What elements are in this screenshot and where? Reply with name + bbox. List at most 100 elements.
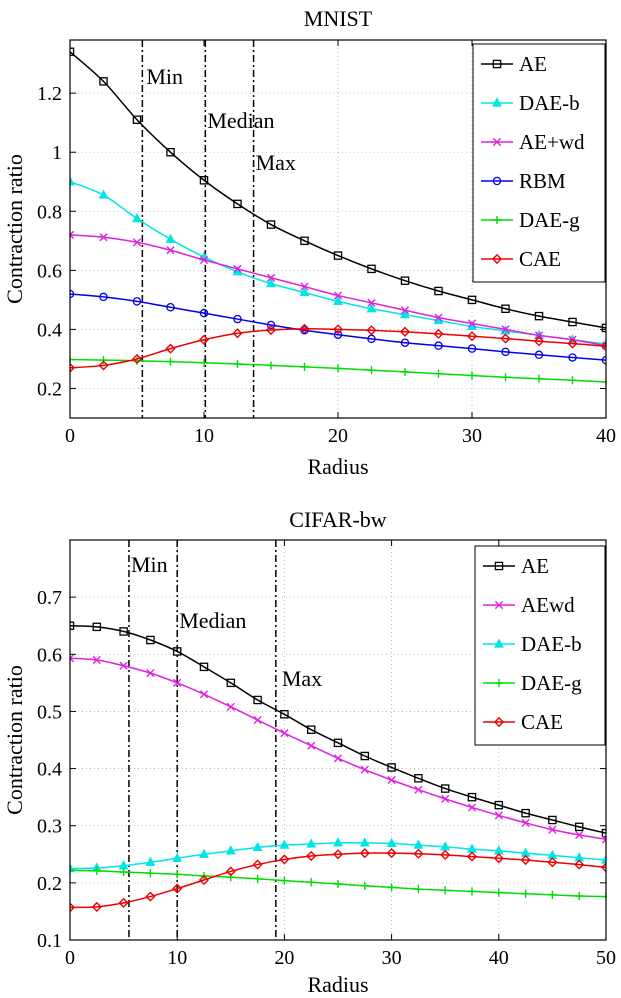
data-point-aewd — [173, 678, 182, 687]
legend-marker-rbm — [492, 176, 502, 186]
data-point-dae-b — [359, 837, 370, 847]
data-point-ae — [99, 77, 108, 86]
data-point-dae-b — [172, 852, 183, 862]
legend-marker-ae-wd — [492, 137, 502, 147]
data-point-cae — [520, 854, 531, 866]
data-point-cae — [567, 338, 578, 349]
data-point-dae-b — [199, 848, 209, 858]
chart-title: CIFAR-bw — [289, 507, 386, 532]
legend-label-rbm: RBM — [519, 169, 566, 193]
data-point-dae-g — [467, 371, 477, 380]
data-point-dae-g — [226, 873, 235, 882]
y-tick-label: 0.8 — [37, 201, 62, 223]
legend-marker-dae-b — [494, 638, 504, 648]
x-tick-label: 40 — [489, 947, 509, 969]
y-tick-label: 0.2 — [37, 873, 62, 895]
data-point-dae-g — [333, 364, 343, 373]
legend-marker-dae-b — [492, 97, 502, 107]
data-point-cae — [145, 891, 156, 902]
data-point-cae — [131, 353, 143, 365]
y-tick-label: 0.4 — [37, 759, 62, 781]
data-point-dae-g — [280, 876, 289, 885]
series-line-rbm — [70, 293, 606, 361]
data-point-dae-g — [387, 883, 396, 892]
legend: AE AEwd DAE-b DAE-g CAE — [474, 545, 606, 746]
data-point-dae-g — [166, 357, 175, 366]
legend-label-dae-b: DAE-b — [521, 632, 582, 656]
data-point-dae-b — [386, 837, 397, 848]
data-point-rbm — [333, 330, 343, 339]
legend: AE DAE-b AE+wd RBM DAE-g CAE — [472, 43, 606, 283]
data-point-ae-wd — [99, 233, 108, 242]
x-tick-label: 30 — [382, 947, 402, 969]
y-tick-label: 0.5 — [37, 701, 62, 723]
data-point-dae-g — [99, 356, 108, 365]
data-point-dae-g — [70, 866, 75, 875]
data-point-rbm — [601, 355, 606, 365]
data-point-cae — [91, 901, 102, 912]
data-point-cae — [252, 859, 263, 870]
data-point-ae — [300, 236, 309, 246]
data-point-dae-b — [299, 286, 310, 297]
data-point-rbm — [132, 297, 142, 306]
data-point-rbm — [233, 314, 242, 324]
data-point-ae — [92, 622, 102, 632]
data-point-cae — [466, 851, 478, 862]
data-point-ae — [467, 792, 477, 802]
data-point-dae-g — [233, 359, 242, 369]
data-point-ae — [521, 808, 530, 818]
data-point-cae — [493, 853, 504, 864]
legend-label-dae-g: DAE-g — [519, 208, 580, 232]
data-point-ae — [360, 751, 370, 761]
data-point-ae-wd — [333, 291, 343, 300]
legend-marker-ae — [494, 561, 504, 571]
data-point-dae-g — [146, 869, 155, 878]
data-point-ae — [434, 286, 443, 296]
y-tick-label: 0.3 — [37, 816, 62, 838]
data-point-cae — [118, 897, 129, 908]
plot-frame — [69, 539, 607, 941]
data-point-aewd — [575, 830, 584, 839]
series-line-ae — [70, 624, 606, 834]
y-axis-label: Contraction ratio — [2, 665, 27, 815]
data-point-aewd — [333, 754, 343, 763]
y-tick-label: 0.6 — [37, 644, 62, 666]
data-point-cae — [440, 849, 451, 860]
data-point-rbm — [434, 341, 443, 350]
vline-label-min: Min — [131, 552, 168, 577]
data-point-ae — [601, 323, 606, 333]
x-tick-label: 10 — [167, 947, 187, 969]
data-point-dae-g — [501, 373, 510, 382]
x-axis-label: Radius — [307, 972, 368, 997]
data-point-dae-b — [333, 295, 343, 305]
reference-lines: Min Median Max — [128, 540, 322, 940]
data-point-ae-wd — [534, 331, 544, 340]
legend-label-dae-g: DAE-g — [521, 671, 582, 695]
data-point-cae — [600, 862, 606, 873]
data-point-ae-wd — [166, 246, 175, 255]
data-point-rbm — [99, 292, 108, 302]
chart-title: MNIST — [304, 6, 373, 31]
data-point-cae — [332, 324, 344, 335]
data-point-dae-g — [575, 891, 584, 901]
data-point-rbm — [534, 350, 544, 360]
legend-marker-cae — [491, 253, 503, 265]
data-point-ae — [414, 774, 423, 783]
ticks: 0 10 20 30 40 0.2 0.4 0.6 0.8 1 1.2 — [37, 40, 616, 447]
y-axis-label: Contraction ratio — [2, 154, 27, 304]
data-point-cae — [279, 854, 290, 865]
legend-marker-cae — [493, 716, 505, 728]
data-point-cae — [306, 850, 317, 862]
legend-label-cae: CAE — [521, 710, 563, 734]
data-point-dae-b — [70, 176, 75, 186]
data-point-aewd — [253, 715, 262, 725]
data-point-ae — [166, 147, 175, 157]
data-point-aewd — [521, 818, 530, 827]
data-point-dae-b — [252, 841, 263, 852]
data-point-cae — [386, 848, 397, 859]
data-point-dae-b — [98, 189, 109, 199]
series-line-cae — [70, 328, 606, 369]
x-tick-label: 30 — [462, 425, 482, 447]
data-point-cae — [332, 849, 344, 860]
data-point-ae-wd — [467, 319, 477, 328]
